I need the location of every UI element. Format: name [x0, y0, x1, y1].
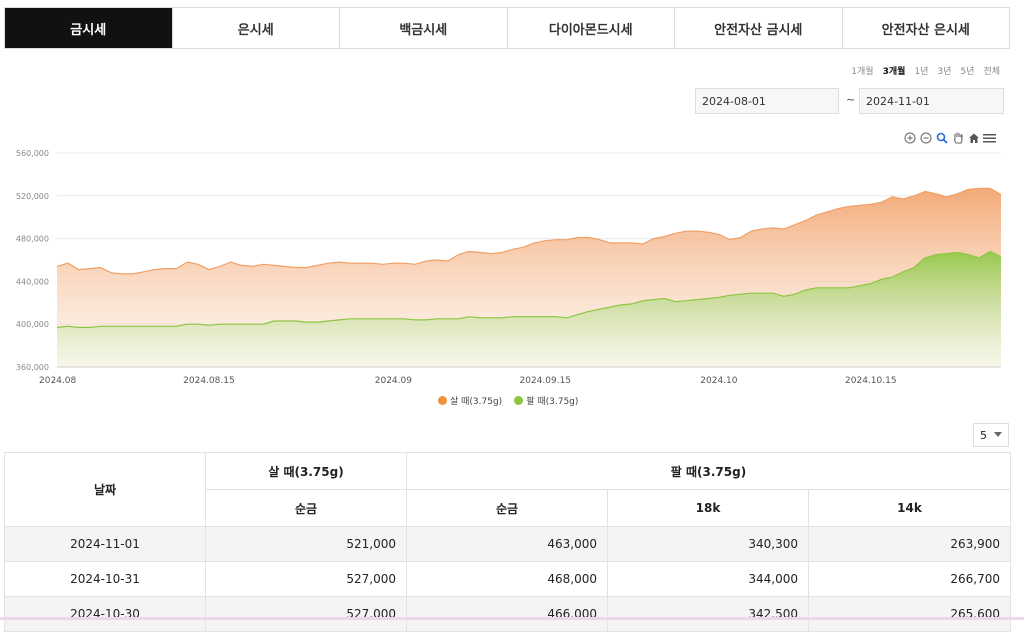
menu-icon[interactable] — [983, 131, 996, 144]
tab-platinum[interactable]: 백금시세 — [339, 8, 507, 48]
cell-sell-pure: 466,000 — [406, 596, 608, 632]
cell-sell-18k: 340,300 — [607, 526, 809, 562]
x-tick-label: 2024.08.15 — [183, 376, 235, 386]
cell-sell-14k: 265,600 — [807, 596, 1012, 632]
subheader-sell-pure: 순금 — [406, 489, 608, 527]
tab-safe-gold[interactable]: 안전자산 금시세 — [674, 8, 842, 48]
x-tick-label: 2024.09.15 — [520, 376, 572, 386]
chart-toolbar — [903, 131, 996, 144]
tab-silver[interactable]: 은시세 — [171, 8, 340, 48]
cell-date: 2024-10-30 — [4, 596, 206, 632]
period-selector: 1개월 3개월 1년 3년 5년 전체 — [851, 64, 1000, 77]
header-date: 날짜 — [4, 452, 206, 527]
cell-sell-18k: 344,000 — [607, 561, 809, 597]
table-row: 2024-11-01 521,000 463,000 340,300 263,9… — [4, 526, 1012, 562]
sell-price-line — [56, 250, 1002, 328]
cell-buy-pure: 521,000 — [205, 526, 407, 562]
period-all[interactable]: 전체 — [983, 67, 1000, 77]
date-separator: ~ — [846, 93, 856, 106]
price-area-chart: 360,000 400,000 440,000 480,000 520,000 560,0… — [16, 149, 1002, 386]
cell-sell-pure: 468,000 — [406, 561, 608, 597]
cell-sell-14k: 266,700 — [807, 561, 1012, 597]
cell-date: 2024-10-31 — [4, 561, 206, 597]
cell-sell-14k: 263,900 — [807, 526, 1012, 562]
y-tick-label: 360,000 — [16, 363, 49, 372]
y-tick-label: 400,000 — [16, 320, 49, 329]
legend-buy-dot — [438, 396, 447, 405]
subheader-sell-14k: 14k — [807, 489, 1012, 527]
cell-date: 2024-11-01 — [4, 526, 206, 562]
header-buy: 살 때(3.75g) — [205, 452, 407, 490]
buy-price-line — [56, 187, 1002, 275]
bottom-border — [0, 617, 1024, 620]
metal-tabs: 금시세 은시세 백금시세 다이아몬드시세 안전자산 금시세 안전자산 은시세 — [4, 7, 1010, 49]
legend-sell-dot — [514, 396, 524, 405]
tab-diamond[interactable]: 다이아몬드시세 — [506, 8, 675, 48]
legend-sell-label: 팔 때(3.75g) — [526, 397, 579, 407]
subheader-sell-18k: 18k — [607, 489, 809, 527]
period-1m[interactable]: 1개월 — [851, 67, 874, 77]
y-tick-label: 440,000 — [16, 277, 49, 286]
x-tick-label: 2024.09 — [375, 376, 412, 386]
cell-buy-pure: 527,000 — [205, 596, 407, 632]
caret-down-icon — [994, 432, 1002, 437]
legend-buy[interactable]: 살 때(3.75g) — [438, 394, 502, 407]
cell-buy-pure: 527,000 — [205, 561, 407, 597]
pan-hand-icon[interactable] — [951, 131, 964, 144]
header-sell: 팔 때(3.75g) — [405, 452, 1012, 490]
period-1y[interactable]: 1년 — [914, 67, 929, 77]
cell-sell-pure: 463,000 — [406, 526, 608, 562]
zoom-in-icon[interactable] — [903, 131, 916, 144]
end-date-input[interactable] — [859, 88, 1004, 114]
legend-sell[interactable]: 팔 때(3.75g) — [514, 394, 578, 407]
period-5y[interactable]: 5년 — [960, 67, 975, 77]
price-table: 날짜 살 때(3.75g) 팔 때(3.75g) 순금 순금 18k 14k 2… — [4, 452, 1012, 632]
tab-safe-silver[interactable]: 안전자산 은시세 — [841, 8, 1010, 48]
page-size-value: 5 — [980, 428, 987, 442]
table-row: 2024-10-31 527,000 468,000 344,000 266,7… — [4, 561, 1012, 597]
home-icon[interactable] — [967, 131, 980, 144]
sell-price-area — [57, 251, 1001, 367]
start-date-input[interactable] — [695, 88, 839, 114]
table-row: 2024-10-30 527,000 466,000 342,500 265,6… — [4, 596, 1012, 632]
zoom-out-icon[interactable] — [919, 131, 932, 144]
x-tick-label: 2024.08 — [39, 376, 76, 386]
subheader-buy-pure: 순금 — [205, 489, 407, 527]
y-tick-label: 480,000 — [16, 235, 49, 244]
legend-buy-label: 살 때(3.75g) — [450, 397, 503, 407]
y-tick-label: 520,000 — [16, 192, 49, 201]
tab-gold[interactable]: 금시세 — [5, 8, 172, 48]
y-tick-label: 560,000 — [16, 149, 49, 158]
cell-sell-18k: 342,500 — [607, 596, 809, 632]
period-3m[interactable]: 3개월 — [882, 67, 906, 77]
x-tick-label: 2024.10 — [700, 376, 737, 386]
period-3y[interactable]: 3년 — [937, 67, 952, 77]
chart-legend: 살 때(3.75g) 팔 때(3.75g) — [438, 394, 578, 407]
x-tick-label: 2024.10.15 — [845, 376, 897, 386]
page-size-select[interactable]: 5 — [973, 423, 1009, 447]
magnifier-icon[interactable] — [935, 131, 948, 144]
